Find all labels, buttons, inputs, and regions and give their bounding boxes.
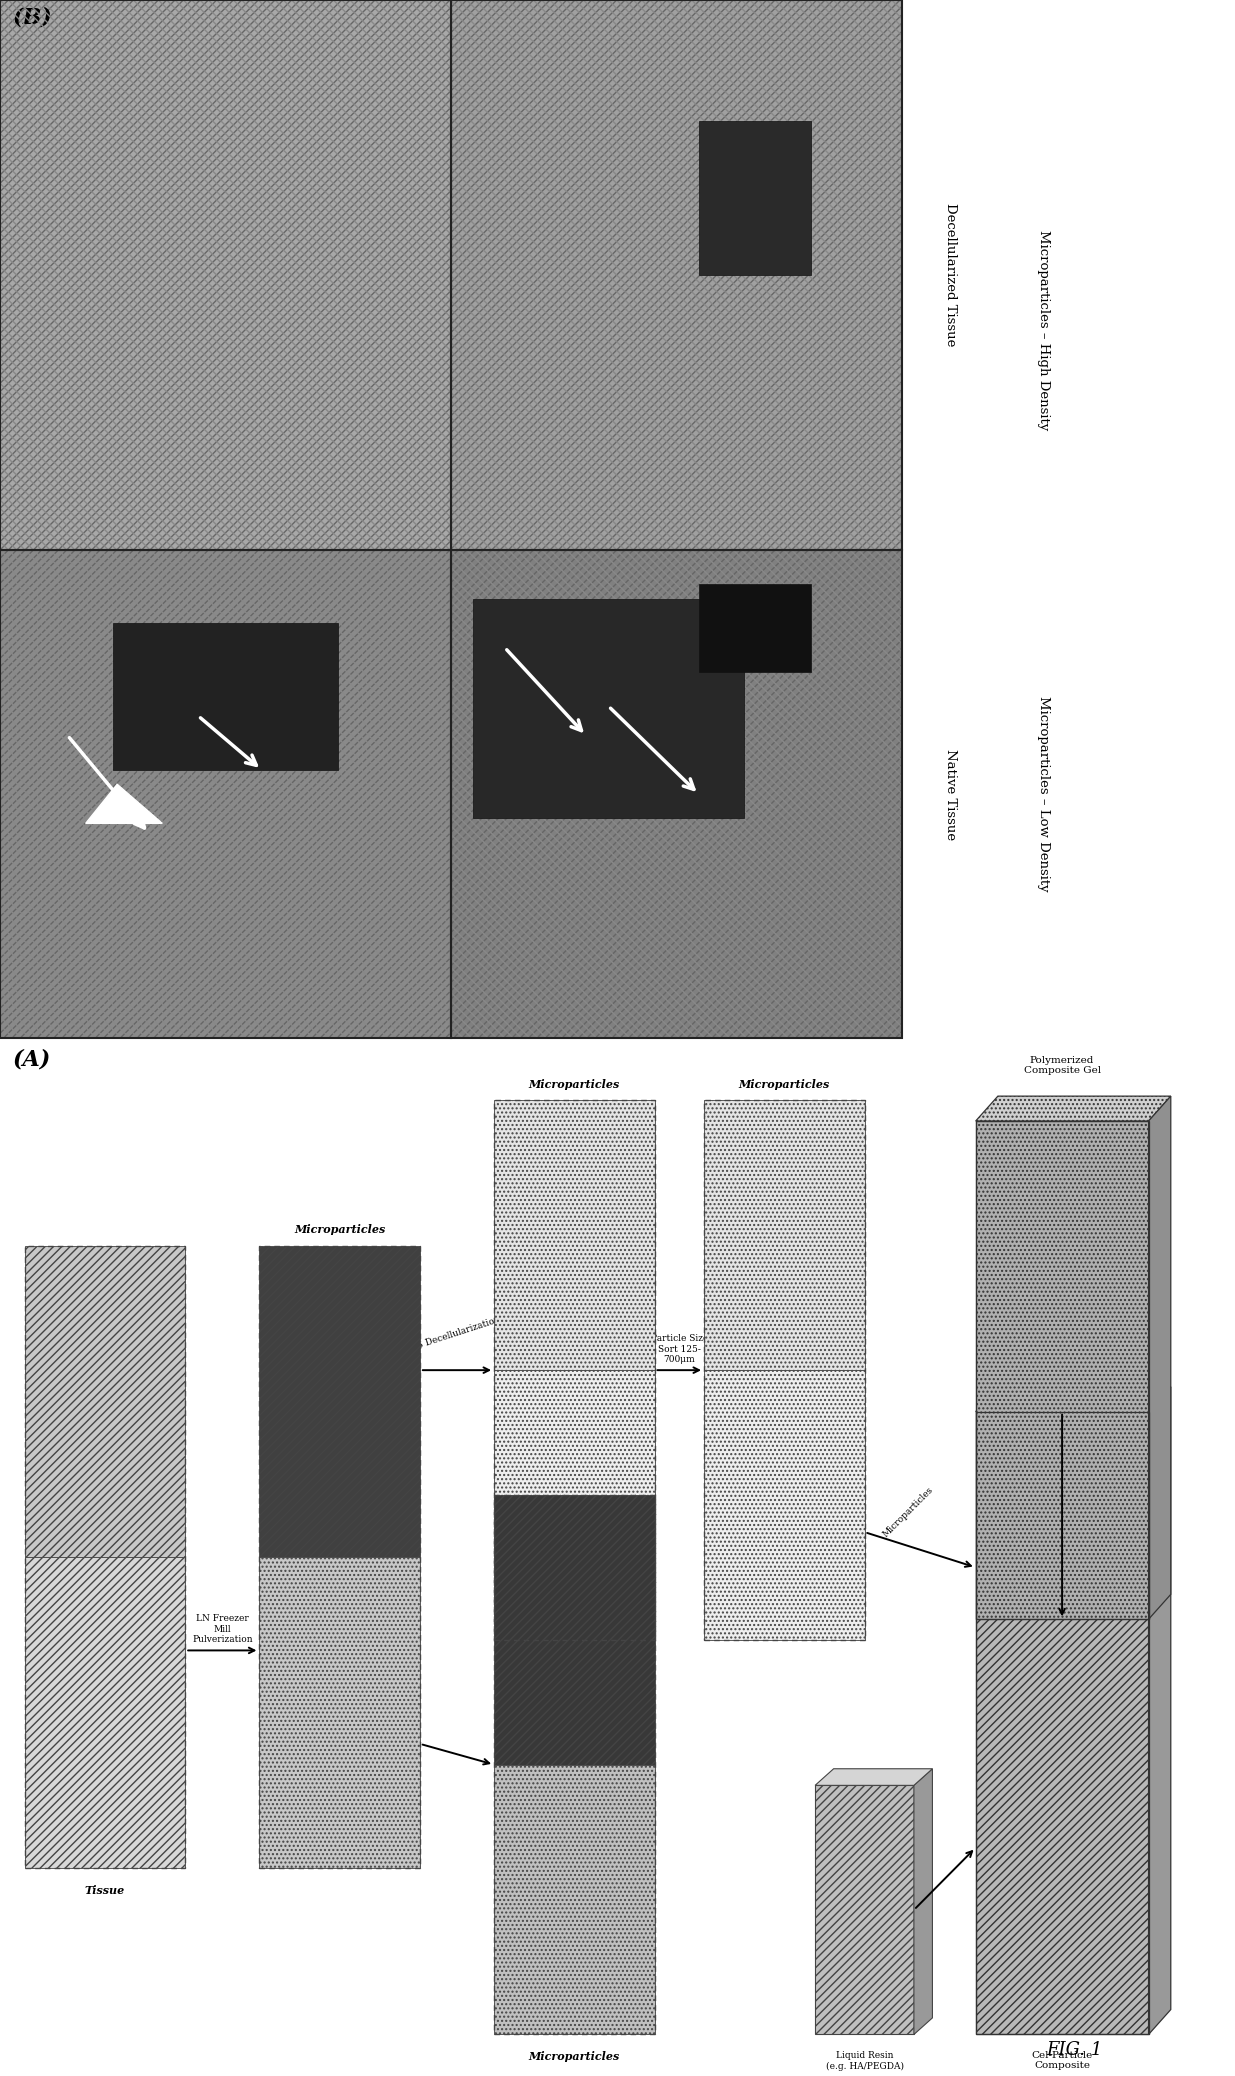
Bar bbox=[451, 550, 902, 1038]
Bar bbox=[259, 1246, 420, 1557]
Bar bbox=[451, 550, 902, 1038]
Bar bbox=[815, 1785, 914, 2034]
Bar bbox=[0, 550, 451, 1038]
Bar bbox=[976, 1121, 1149, 1619]
Polygon shape bbox=[815, 1769, 932, 1785]
Text: Decellularized Tissue: Decellularized Tissue bbox=[945, 203, 957, 347]
Polygon shape bbox=[976, 1096, 1171, 1121]
Bar bbox=[704, 1370, 864, 1640]
Bar bbox=[473, 598, 743, 818]
Text: Cel-Particle
Composite: Cel-Particle Composite bbox=[1031, 2051, 1093, 2070]
Text: 2% SDS Decellularization: 2% SDS Decellularization bbox=[388, 1314, 501, 1360]
Text: (A): (A) bbox=[12, 1048, 51, 1071]
Bar bbox=[494, 1370, 655, 1640]
Text: Microparticles: Microparticles bbox=[294, 1225, 385, 1235]
Bar bbox=[25, 1246, 185, 1868]
Text: 37°C: 37°C bbox=[1093, 1509, 1125, 1522]
Bar bbox=[451, 0, 902, 550]
Bar bbox=[451, 0, 902, 550]
Text: Microparticles – High Density: Microparticles – High Density bbox=[1037, 230, 1050, 430]
Bar bbox=[0, 0, 451, 550]
Bar bbox=[0, 0, 451, 550]
Text: Liquid Resin
(e.g. HA/PEGDA): Liquid Resin (e.g. HA/PEGDA) bbox=[825, 2051, 904, 2070]
Bar bbox=[494, 1495, 655, 1765]
Text: Native Tissue: Native Tissue bbox=[945, 749, 957, 839]
Bar bbox=[25, 1246, 185, 1557]
Polygon shape bbox=[1149, 1096, 1171, 1619]
Text: Polymerized
Composite Gel: Polymerized Composite Gel bbox=[1024, 1057, 1100, 1075]
Text: Microparticles: Microparticles bbox=[529, 1080, 620, 1090]
Bar bbox=[494, 1495, 655, 2034]
Polygon shape bbox=[1149, 1387, 1171, 2034]
Bar bbox=[494, 1765, 655, 2034]
Text: Tissue: Tissue bbox=[85, 1885, 125, 1895]
Text: Microparticles: Microparticles bbox=[881, 1486, 935, 1540]
Text: Microparticles: Microparticles bbox=[529, 2051, 620, 2061]
Bar bbox=[112, 623, 338, 770]
Bar bbox=[259, 1246, 420, 1868]
Polygon shape bbox=[914, 1769, 932, 2034]
Text: LN Freezer
Mill
Pulverization: LN Freezer Mill Pulverization bbox=[191, 1615, 253, 1644]
Bar bbox=[451, 0, 902, 550]
Bar bbox=[976, 1412, 1149, 2034]
Polygon shape bbox=[85, 785, 162, 824]
Bar bbox=[0, 0, 451, 550]
Bar bbox=[699, 583, 811, 673]
Bar bbox=[704, 1100, 864, 1370]
Text: FIG. 1: FIG. 1 bbox=[1046, 2041, 1103, 2059]
Bar bbox=[976, 1121, 1149, 1619]
Bar bbox=[25, 1557, 185, 1868]
Bar bbox=[0, 550, 451, 1038]
Bar bbox=[494, 1100, 655, 1370]
Bar bbox=[704, 1100, 864, 1640]
Bar bbox=[451, 550, 902, 1038]
Text: Particle Size
Sort 125-
700μm: Particle Size Sort 125- 700μm bbox=[651, 1335, 708, 1364]
Bar bbox=[494, 1100, 655, 1640]
Text: Microparticles – Low Density: Microparticles – Low Density bbox=[1037, 695, 1050, 893]
Bar bbox=[976, 1412, 1149, 2034]
Polygon shape bbox=[976, 1387, 1171, 1412]
Text: Microparticles: Microparticles bbox=[739, 1080, 830, 1090]
Text: (B): (B) bbox=[12, 6, 52, 29]
Bar bbox=[259, 1557, 420, 1868]
Bar bbox=[699, 120, 811, 276]
Bar bbox=[0, 550, 451, 1038]
